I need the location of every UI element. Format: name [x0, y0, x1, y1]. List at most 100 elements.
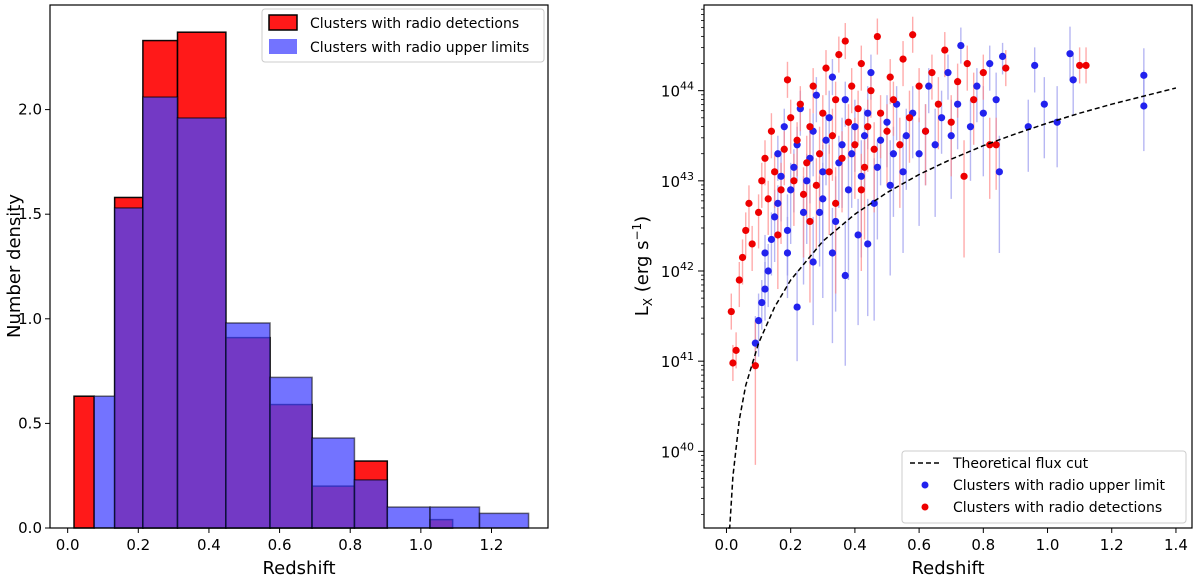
- point-radio-detection: [806, 123, 814, 131]
- point-upper-limit: [767, 235, 776, 244]
- point-radio-detection: [864, 123, 872, 131]
- point-radio-detection: [828, 132, 837, 140]
- point-upper-limit: [783, 226, 792, 235]
- scatter-x-tick-label: 0.4: [843, 536, 867, 554]
- point-radio-detection: [992, 141, 1000, 149]
- point-radio-detection: [767, 127, 776, 135]
- point-radio-detection: [941, 46, 949, 54]
- histogram-y-label: Number density: [4, 194, 25, 338]
- point-upper-limit: [864, 109, 872, 117]
- histogram-y-tick-label: 0.5: [18, 414, 42, 432]
- point-upper-limit: [848, 150, 856, 158]
- scatter-panel: 0.0 0.2 0.4 0.6 0.8 1.0 1.2 1.4 104010411042104…: [630, 4, 1193, 579]
- histogram-x-tick-label: 1.0: [409, 536, 433, 554]
- point-radio-detection: [803, 159, 811, 167]
- point-radio-detection: [979, 69, 987, 77]
- histogram-x-tick-label: 0.4: [197, 536, 221, 554]
- point-radio-detection: [841, 37, 849, 45]
- histogram-bar-radio-detections: [73, 395, 95, 529]
- point-upper-limit: [998, 52, 1007, 60]
- scatter-points: [727, 31, 1148, 370]
- scatter-x-tick-label: 1.2: [1100, 536, 1124, 554]
- point-upper-limit: [937, 114, 946, 122]
- histogram-x-tick-label: 0.0: [56, 536, 80, 554]
- point-radio-detection: [934, 100, 942, 108]
- scatter-legend: Theoretical flux cut Clusters with radio…: [901, 450, 1187, 524]
- point-upper-limit: [876, 136, 885, 144]
- legend-label-radio-detections: Clusters with radio detections: [310, 16, 519, 32]
- histogram-bar-radio-upper-limits: [353, 479, 389, 529]
- scatter-y-ticks: 1040 1041 1042 1043 1044: [661, 8, 704, 515]
- point-radio-detection: [745, 199, 753, 207]
- point-upper-limit: [864, 240, 872, 248]
- point-upper-limit: [873, 163, 881, 171]
- point-upper-limit: [986, 60, 994, 68]
- point-upper-limit: [1053, 118, 1061, 126]
- histogram-bar-radio-upper-limits: [311, 437, 356, 529]
- scatter-y-tick-label: 1043: [661, 170, 694, 191]
- scatter-y-label-rest: (erg s: [632, 241, 653, 298]
- point-upper-limit: [764, 267, 772, 275]
- point-upper-limit: [1031, 61, 1039, 70]
- point-radio-detection: [735, 276, 743, 284]
- scatter-x-tick-label: 0.8: [971, 536, 995, 554]
- point-radio-detection: [748, 240, 756, 248]
- point-radio-detection: [771, 168, 779, 176]
- histogram-frame: [49, 4, 549, 529]
- point-radio-detection: [844, 118, 853, 126]
- legend-swatch-radio-detections: [268, 14, 298, 31]
- histogram-bar-radio-upper-limits: [113, 207, 144, 529]
- point-radio-detection: [754, 208, 763, 216]
- point-upper-limit: [774, 150, 782, 158]
- point-upper-limit: [944, 69, 952, 77]
- histogram-bar-radio-upper-limits: [269, 376, 313, 529]
- point-radio-detection: [854, 105, 862, 113]
- point-upper-limit: [780, 123, 788, 131]
- histogram-y-ticks: 0.0 0.5 1.0 1.5 2.0: [18, 101, 50, 537]
- legend-label-radio-detections-scatter: Clusters with radio detections: [953, 500, 1162, 516]
- point-upper-limit: [979, 109, 987, 117]
- point-upper-limit: [851, 123, 859, 131]
- point-upper-limit: [857, 172, 865, 180]
- point-upper-limit: [844, 186, 853, 194]
- point-radio-detection: [886, 73, 894, 81]
- point-radio-detection: [921, 127, 930, 135]
- point-radio-detection: [806, 217, 814, 226]
- histogram-bar-radio-upper-limits: [225, 322, 271, 529]
- point-radio-detection: [832, 96, 840, 104]
- point-radio-detection: [909, 31, 917, 39]
- point-upper-limit: [925, 82, 933, 90]
- histogram-bar-radio-upper-limits: [176, 117, 227, 529]
- histogram-y-tick-label: 0.0: [18, 519, 42, 537]
- scatter-y-label-main: L: [632, 306, 653, 316]
- point-radio-detection: [819, 109, 827, 117]
- point-upper-limit: [771, 213, 779, 221]
- scatter-x-tick-label: 0.2: [779, 536, 803, 554]
- point-upper-limit: [899, 168, 907, 176]
- point-upper-limit: [774, 199, 782, 207]
- point-radio-detection: [928, 69, 936, 77]
- point-radio-detection: [764, 195, 772, 203]
- point-radio-detection: [783, 76, 792, 84]
- point-radio-detection: [832, 199, 840, 207]
- histogram-bar-radio-upper-limits: [142, 96, 179, 529]
- point-radio-detection: [905, 114, 914, 122]
- point-upper-limit: [815, 208, 824, 216]
- histogram-panel: 0.0 0.2 0.4 0.6 0.8 1.0 1.2 0.0 0.5 1.0 1.5 2.0 Re…: [4, 4, 549, 579]
- scatter-y-label-sub: X: [641, 298, 655, 306]
- point-radio-detection: [915, 82, 923, 90]
- point-upper-limit: [754, 317, 763, 325]
- point-upper-limit: [992, 96, 1000, 104]
- legend-label-upper-limit: Clusters with radio upper limit: [953, 478, 1165, 494]
- point-radio-detection: [815, 150, 824, 158]
- histogram-y-tick-label: 1.5: [18, 205, 42, 223]
- scatter-x-label: Redshift: [911, 558, 984, 579]
- scatter-x-tick-label: 1.4: [1164, 536, 1188, 554]
- theoretical-flux-cut-line: [728, 87, 1177, 529]
- point-upper-limit: [799, 208, 808, 216]
- histogram-x-tick-label: 0.6: [268, 536, 292, 554]
- point-radio-detection: [960, 172, 968, 180]
- point-radio-detection: [954, 78, 962, 86]
- point-radio-detection: [822, 64, 830, 72]
